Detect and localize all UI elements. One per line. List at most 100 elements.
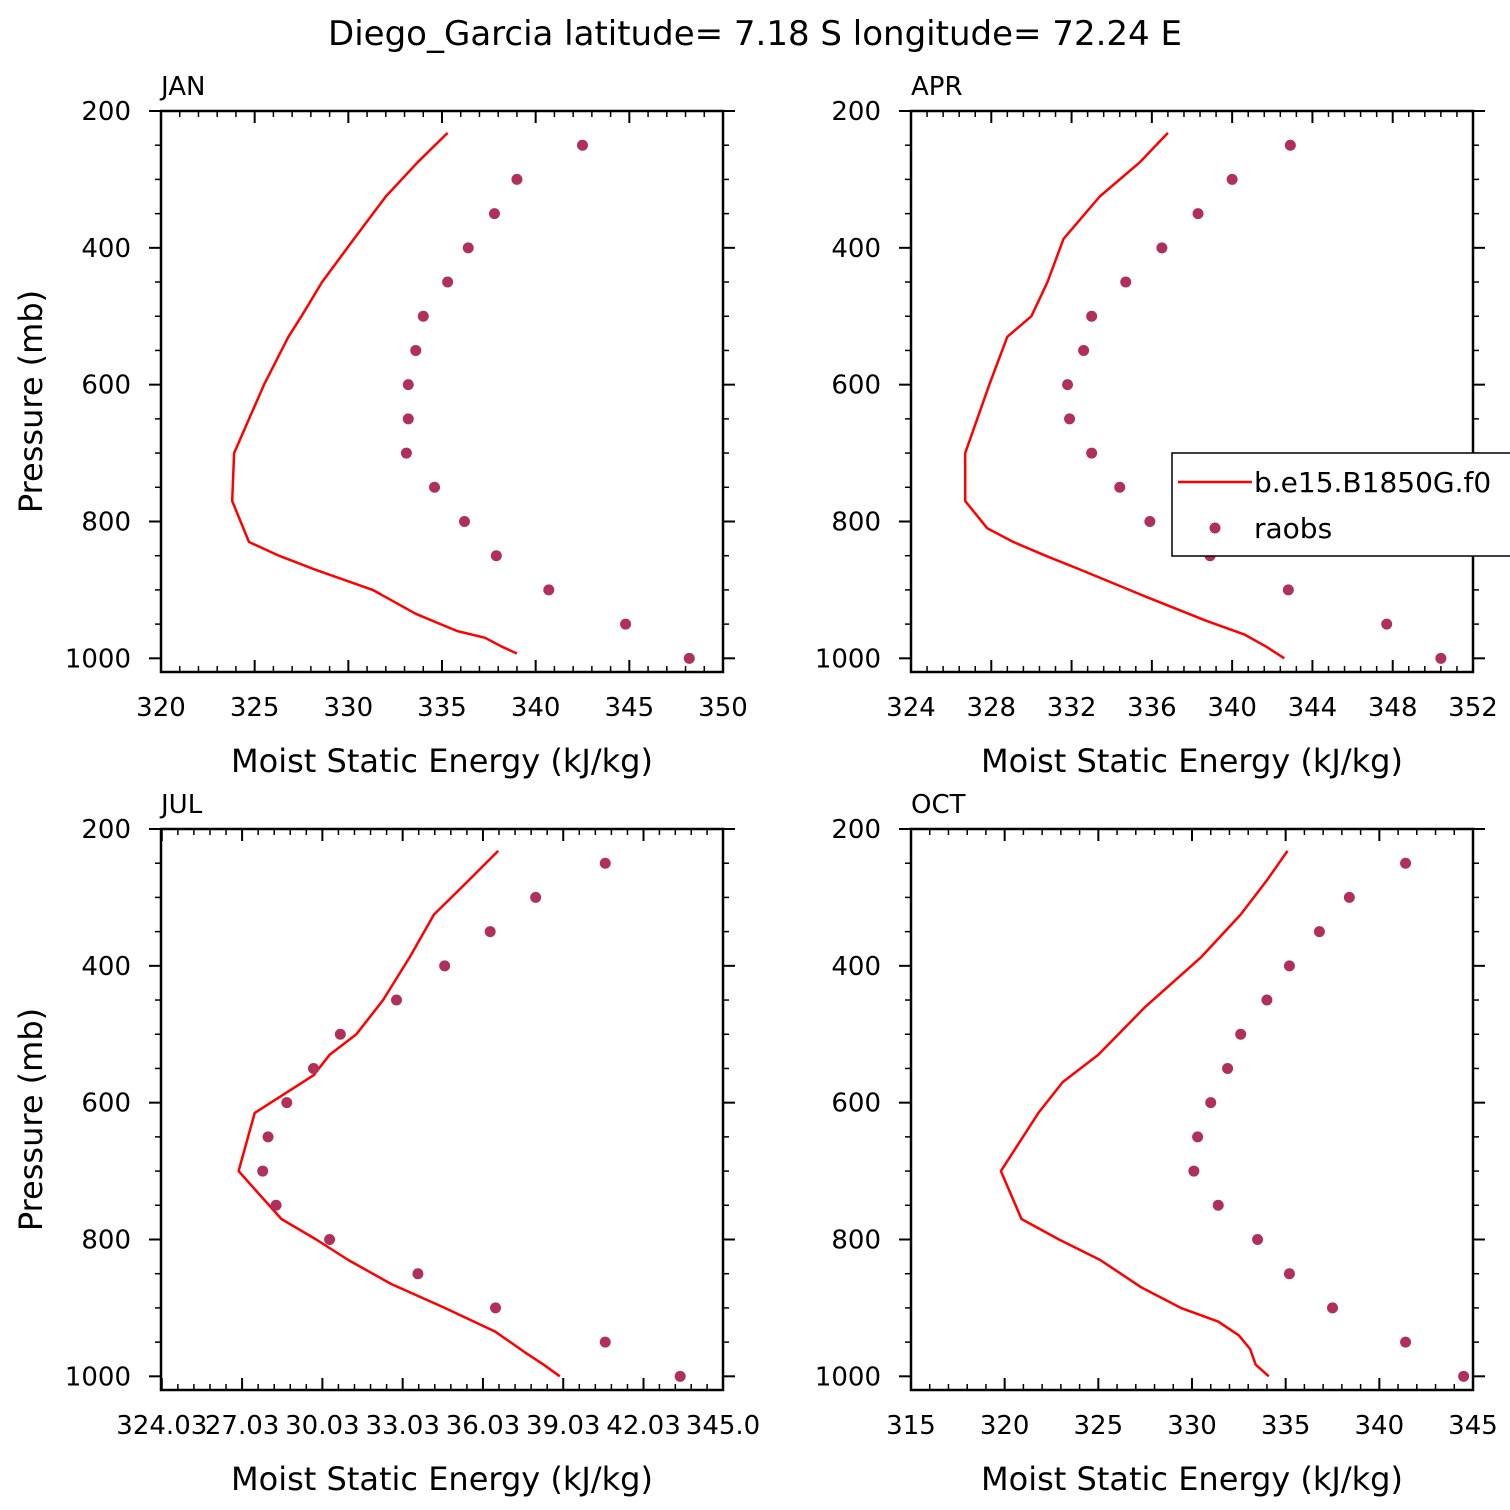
- raobs-point-jul: [674, 1370, 686, 1382]
- figure-title: Diego_Garcia latitude= 7.18 S longitude=…: [328, 14, 1182, 54]
- x-tick-label-jan: 325: [230, 693, 280, 723]
- y-tick-label-oct: 200: [831, 815, 881, 845]
- raobs-point-apr: [1144, 515, 1156, 527]
- raobs-point-jul: [308, 1062, 320, 1074]
- y-tick-label-apr: 200: [831, 97, 881, 127]
- y-tick-label-apr: 600: [831, 371, 881, 401]
- y-tick-label-jan: 800: [81, 507, 131, 537]
- raobs-point-oct: [1192, 1131, 1204, 1143]
- raobs-point-oct: [1261, 994, 1273, 1006]
- raobs-point-apr: [1064, 413, 1076, 425]
- raobs-point-apr: [1086, 447, 1098, 459]
- y-axis-label-jul: Pressure (mb): [12, 1008, 50, 1231]
- raobs-point-apr: [1381, 618, 1393, 630]
- raobs-point-oct: [1222, 1062, 1234, 1074]
- x-axis-label-apr: Moist Static Energy (kJ/kg): [981, 742, 1403, 780]
- panel-title-jan: JAN: [159, 72, 205, 102]
- x-tick-label-jan: 320: [136, 693, 186, 723]
- y-tick-label-jul: 1000: [65, 1362, 131, 1392]
- y-tick-label-jan: 200: [81, 97, 131, 127]
- panel-jan: JAN 320 325 330 335 340 345 350 200 400 600 800 1000…: [12, 72, 748, 780]
- x-tick-label-jul: 345.0: [686, 1411, 760, 1441]
- x-tick-label-jul: 30.03: [285, 1411, 359, 1441]
- legend-label-model: b.e15.B1850G.f0: [1254, 466, 1491, 499]
- y-tick-label-jul: 200: [81, 815, 131, 845]
- y-axis-label-jan: Pressure (mb): [12, 290, 50, 513]
- raobs-point-jan: [402, 413, 414, 425]
- raobs-point-apr: [1120, 276, 1132, 288]
- raobs-point-jul: [530, 891, 542, 903]
- raobs-point-oct: [1400, 857, 1412, 869]
- x-tick-label-jul: 39.03: [526, 1411, 600, 1441]
- x-tick-label-jan: 335: [417, 693, 467, 723]
- raobs-point-oct: [1188, 1165, 1200, 1177]
- plot-frame-jul: [159, 827, 725, 1392]
- x-tick-label-apr: 344: [1288, 693, 1338, 723]
- x-tick-label-oct: 325: [1074, 1411, 1124, 1441]
- plot-frame-jan: [159, 109, 725, 674]
- x-tick-label-oct: 345: [1448, 1411, 1498, 1441]
- raobs-point-jul: [281, 1097, 293, 1109]
- raobs-point-jul: [270, 1199, 282, 1211]
- raobs-point-jul: [599, 1336, 611, 1348]
- x-tick-label-jan: 340: [511, 693, 561, 723]
- raobs-point-jul: [334, 1028, 346, 1040]
- raobs-point-jan: [543, 584, 555, 596]
- raobs-point-apr: [1284, 139, 1296, 151]
- x-tick-label-oct: 340: [1355, 1411, 1405, 1441]
- raobs-point-jan: [511, 173, 523, 185]
- raobs-point-oct: [1343, 891, 1355, 903]
- x-tick-label-jul: 27.03: [205, 1411, 279, 1441]
- raobs-point-jul: [391, 994, 403, 1006]
- raobs-point-jan: [429, 481, 441, 493]
- y-tick-label-jan: 600: [81, 371, 131, 401]
- x-tick-label-oct: 315: [886, 1411, 936, 1441]
- raobs-point-apr: [1282, 584, 1294, 596]
- x-axis-label-jul: Moist Static Energy (kJ/kg): [231, 1460, 653, 1498]
- raobs-point-jan: [490, 550, 502, 562]
- plot-frame-oct: [909, 827, 1475, 1392]
- raobs-point-apr: [1226, 173, 1238, 185]
- raobs-point-jul: [412, 1268, 424, 1280]
- raobs-point-jan: [410, 344, 422, 356]
- legend-dot-symbol: [1209, 522, 1221, 534]
- panel-title-apr: APR: [911, 72, 963, 102]
- x-tick-label-apr: 352: [1448, 693, 1498, 723]
- model-line-apr: [963, 132, 1285, 660]
- raobs-point-oct: [1283, 960, 1295, 972]
- panel-oct: OCT 315 320 325 330 335 340 345 200 400 600 800 1000…: [815, 790, 1498, 1498]
- y-tick-label-apr: 1000: [815, 644, 881, 674]
- panel-title-oct: OCT: [911, 790, 966, 820]
- raobs-point-apr: [1062, 379, 1074, 391]
- raobs-point-jan: [417, 310, 429, 322]
- model-line-oct: [999, 850, 1289, 1378]
- x-axis-label-jan: Moist Static Energy (kJ/kg): [231, 742, 653, 780]
- raobs-point-jan: [683, 652, 695, 664]
- raobs-point-oct: [1313, 926, 1325, 938]
- y-tick-label-jan: 1000: [65, 644, 131, 674]
- panel-apr: APR 324 328 332 336 340 344 348 352 200 400 600 800 1…: [815, 72, 1498, 780]
- raobs-point-apr: [1435, 652, 1447, 664]
- raobs-point-jan: [620, 618, 632, 630]
- raobs-point-jul: [439, 960, 451, 972]
- raobs-point-jan: [442, 276, 454, 288]
- raobs-point-jul: [599, 857, 611, 869]
- raobs-point-oct: [1235, 1028, 1247, 1040]
- x-tick-label-apr: 340: [1207, 693, 1257, 723]
- raobs-point-jan: [462, 242, 474, 254]
- y-tick-label-oct: 600: [831, 1089, 881, 1119]
- raobs-point-apr: [1156, 242, 1168, 254]
- x-tick-label-apr: 332: [1047, 693, 1097, 723]
- x-axis-label-oct: Moist Static Energy (kJ/kg): [981, 1460, 1403, 1498]
- x-tick-label-apr: 328: [966, 693, 1016, 723]
- model-line-jan: [230, 132, 518, 655]
- y-tick-label-oct: 1000: [815, 1362, 881, 1392]
- raobs-point-apr: [1078, 344, 1090, 356]
- x-tick-label-jan: 345: [605, 693, 655, 723]
- y-tick-label-jul: 400: [81, 952, 131, 982]
- raobs-point-jan: [402, 379, 414, 391]
- x-tick-label-jul: 36.03: [446, 1411, 520, 1441]
- x-tick-label-jul: 33.03: [365, 1411, 439, 1441]
